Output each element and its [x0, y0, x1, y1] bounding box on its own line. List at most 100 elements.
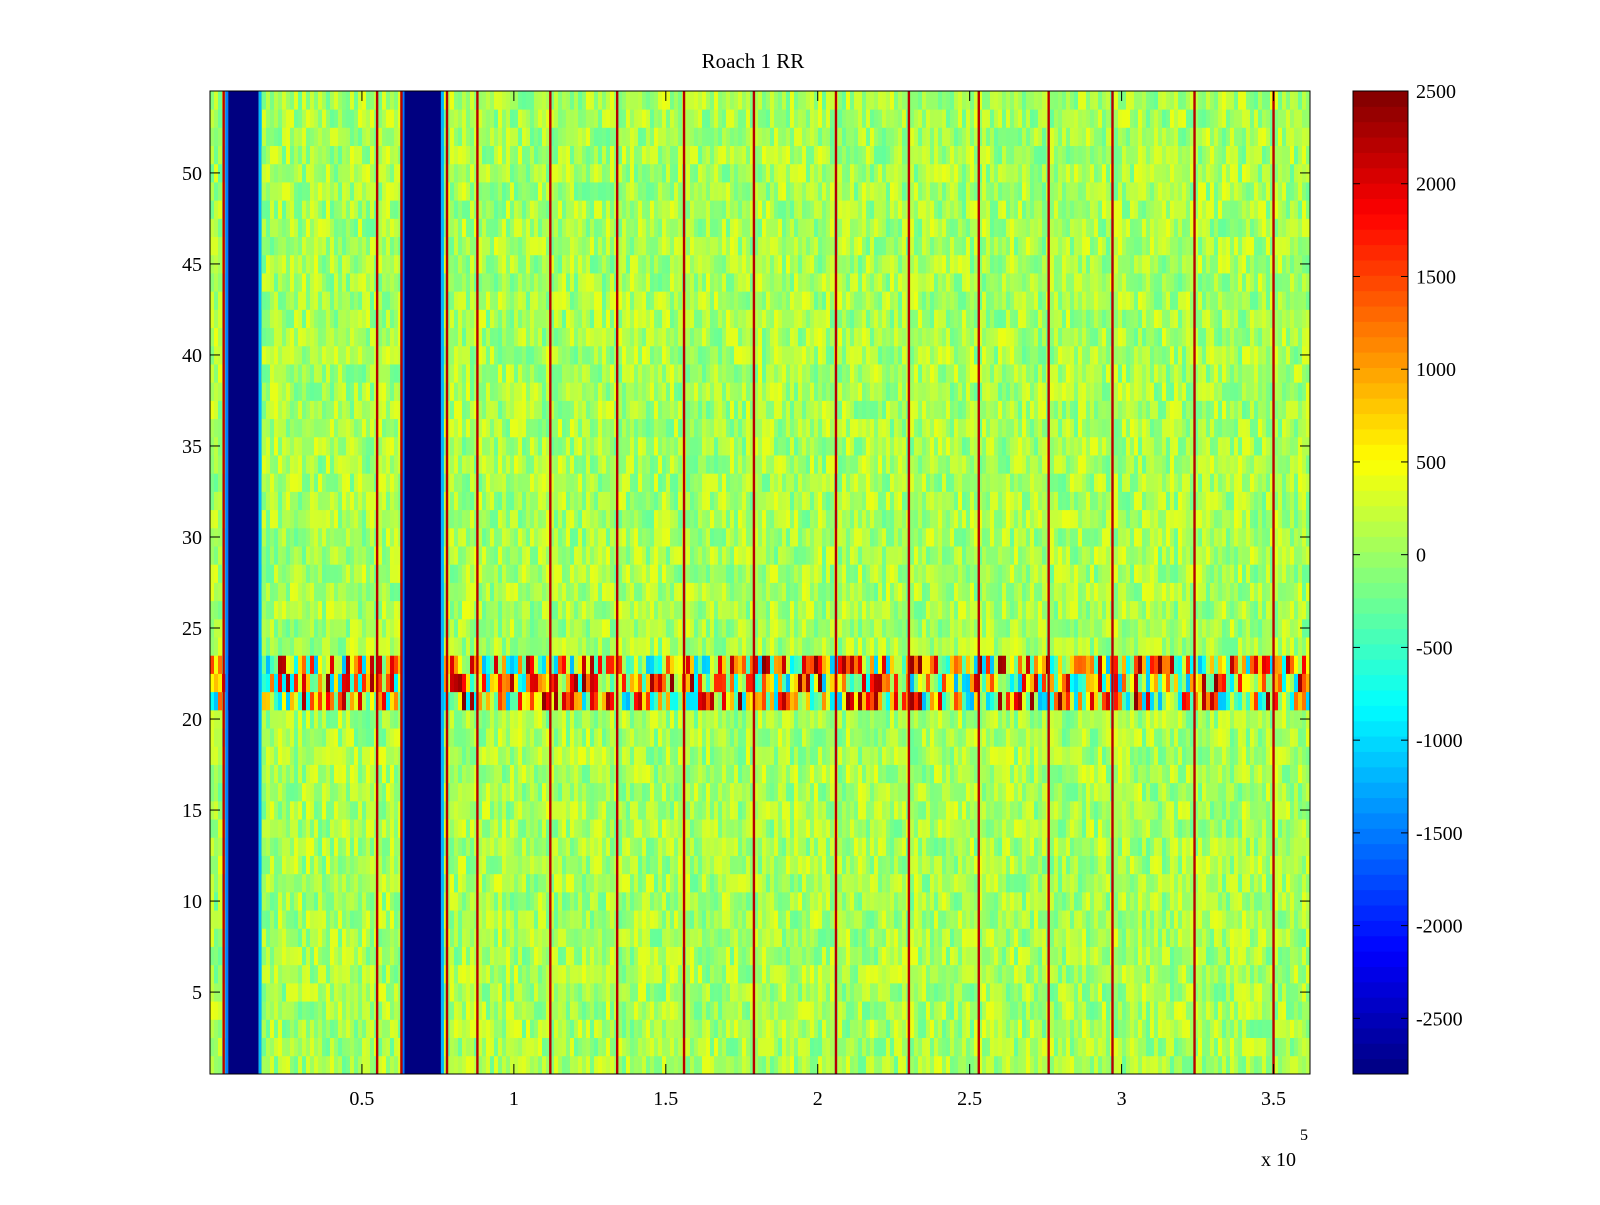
heatmap-cell — [302, 946, 307, 966]
heatmap-cell — [266, 618, 271, 638]
heatmap-cell — [542, 655, 547, 674]
heatmap-cell — [378, 418, 383, 438]
heatmap-cell — [558, 910, 563, 929]
heatmap-cell — [518, 455, 523, 474]
heatmap-cell — [494, 145, 499, 165]
heatmap-cell — [358, 928, 363, 947]
heatmap-cell — [558, 673, 563, 693]
heatmap-cell — [390, 564, 395, 583]
heatmap-cell — [514, 491, 519, 511]
heatmap-cell — [314, 400, 319, 420]
heatmap-cell — [210, 91, 215, 110]
heatmap-cell — [322, 273, 327, 292]
heatmap-cell — [470, 928, 475, 947]
heatmap-cell — [462, 1001, 467, 1020]
heatmap-cell — [546, 218, 551, 238]
heatmap-cell — [290, 1037, 295, 1057]
heatmap-cell — [514, 1037, 519, 1057]
heatmap-cell — [338, 855, 343, 875]
heatmap-cell — [338, 218, 343, 238]
heatmap-cell — [346, 218, 351, 238]
heatmap-cell — [550, 691, 555, 711]
heatmap-cell — [366, 819, 371, 838]
heatmap-cell — [366, 127, 371, 147]
heatmap-cell — [270, 309, 275, 329]
heatmap-cell — [510, 618, 515, 638]
heatmap-cell — [278, 1019, 283, 1038]
heatmap-cell — [390, 673, 395, 693]
heatmap-cell — [566, 928, 571, 947]
heatmap-cell — [370, 873, 375, 893]
heatmap-cell — [334, 473, 339, 492]
heatmap-cell — [470, 327, 475, 347]
heatmap-cell — [570, 527, 575, 547]
heatmap-cell — [302, 309, 307, 329]
heatmap-cell — [218, 891, 223, 911]
heatmap-cell — [506, 564, 511, 583]
heatmap-cell — [274, 527, 279, 547]
heatmap-cell — [514, 509, 519, 529]
heatmap-cell — [522, 527, 527, 547]
heatmap-cell — [550, 928, 555, 947]
heatmap-cell — [390, 782, 395, 802]
heatmap-cell — [514, 746, 519, 765]
heatmap-cell — [294, 291, 299, 310]
heatmap-cell — [502, 928, 507, 947]
heatmap-cell — [322, 691, 327, 711]
heatmap-cell — [546, 200, 551, 219]
heatmap-cell — [286, 928, 291, 947]
heatmap-cell — [550, 746, 555, 765]
heatmap-cell — [454, 400, 459, 420]
heatmap-cell — [390, 982, 395, 1002]
heatmap-cell — [286, 982, 291, 1002]
heatmap-cell — [454, 982, 459, 1002]
heatmap-cell — [338, 236, 343, 256]
heatmap-cell — [338, 254, 343, 274]
heatmap-cell — [370, 982, 375, 1002]
heatmap-cell — [510, 145, 515, 165]
heatmap-cell — [286, 473, 291, 492]
heatmap-cell — [490, 855, 495, 875]
heatmap-cell — [378, 309, 383, 329]
heatmap-cell — [274, 746, 279, 765]
heatmap-cell — [566, 400, 571, 420]
heatmap-cell — [310, 382, 315, 401]
heatmap-cell — [278, 109, 283, 128]
heatmap-cell — [386, 673, 391, 693]
heatmap-cell — [318, 455, 323, 474]
heatmap-cell — [290, 127, 295, 147]
heatmap-cell — [302, 928, 307, 947]
heatmap-cell — [530, 91, 535, 110]
heatmap-cell — [334, 291, 339, 310]
heatmap-cell — [366, 709, 371, 729]
heatmap-cell — [278, 91, 283, 110]
heatmap-cell — [302, 891, 307, 911]
heatmap-cell — [454, 891, 459, 911]
heatmap-cell — [334, 382, 339, 401]
heatmap-cell — [522, 618, 527, 638]
heatmap-cell — [290, 163, 295, 183]
heatmap-cell — [294, 1001, 299, 1020]
heatmap-cell — [466, 764, 471, 784]
heatmap-cell — [326, 1055, 331, 1075]
heatmap-cell — [534, 946, 539, 966]
heatmap-cell — [578, 673, 583, 693]
heatmap-cell — [362, 910, 367, 929]
heatmap-cell — [330, 418, 335, 438]
heatmap-cell — [330, 91, 335, 110]
heatmap-cell — [482, 910, 487, 929]
heatmap-cell — [530, 600, 535, 620]
heatmap-cell — [358, 491, 363, 511]
heatmap-cell — [278, 509, 283, 529]
heatmap-cell — [526, 109, 531, 128]
heatmap-cell — [518, 782, 523, 802]
heatmap-cell — [546, 691, 551, 711]
heatmap-cell — [470, 254, 475, 274]
heatmap-cell — [278, 873, 283, 893]
heatmap-cell — [458, 655, 463, 674]
heatmap-cell — [342, 746, 347, 765]
heatmap-cell — [466, 819, 471, 838]
heatmap-cell — [346, 691, 351, 711]
heatmap-cell — [570, 982, 575, 1002]
heatmap-cell — [494, 236, 499, 256]
